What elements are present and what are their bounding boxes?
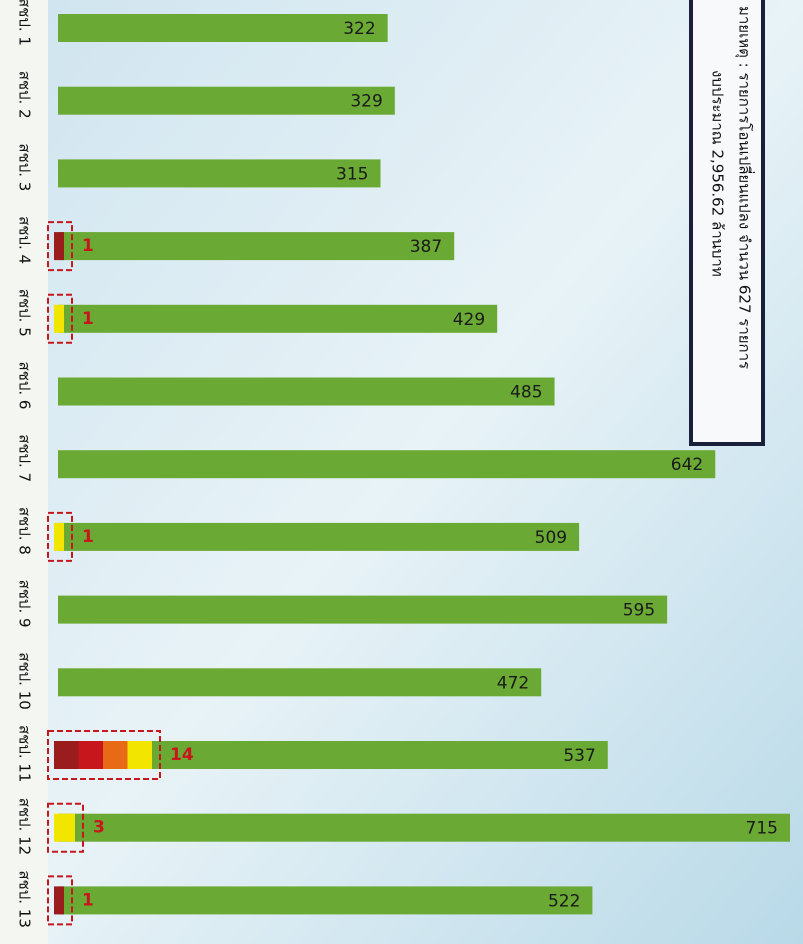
change-segment <box>79 741 104 769</box>
value-label: 429 <box>453 310 485 330</box>
value-label: 485 <box>510 383 542 403</box>
change-segment <box>54 305 64 333</box>
change-label: 3 <box>93 818 105 838</box>
change-label: 14 <box>170 745 194 765</box>
change-segment <box>103 741 128 769</box>
chart: มายเหตุ : รายการโอนเปลี่ยนแปลง จำนวน 627… <box>0 0 803 944</box>
category-label: สชป. 12 <box>16 798 34 855</box>
category-label: สชป. 2 <box>16 71 34 119</box>
change-label: 1 <box>82 890 94 910</box>
bar <box>58 232 454 260</box>
category-label: สชป. 1 <box>16 0 34 46</box>
bar <box>58 814 790 842</box>
category-label: สชป. 8 <box>15 507 33 555</box>
bar <box>58 14 388 42</box>
change-segment <box>54 232 64 260</box>
category-label: สชป. 6 <box>16 362 34 410</box>
value-label: 315 <box>336 164 368 184</box>
category-label: สชป. 13 <box>16 870 34 927</box>
value-label: 537 <box>563 746 595 766</box>
change-label: 1 <box>82 309 94 329</box>
bar <box>58 159 380 187</box>
page: {"chart_data": {"type": "bar", "note": [… <box>0 0 803 944</box>
bar <box>58 87 395 115</box>
change-segment <box>54 814 75 842</box>
value-label: 715 <box>746 819 778 839</box>
category-label: สชป. 10 <box>16 652 34 709</box>
value-label: 642 <box>671 455 703 475</box>
value-label: 509 <box>535 528 567 548</box>
bar <box>58 886 592 914</box>
value-label: 322 <box>343 19 375 39</box>
value-label: 387 <box>410 237 442 257</box>
category-label: สชป. 9 <box>16 580 34 628</box>
bar <box>58 378 555 406</box>
change-label: 1 <box>82 527 94 547</box>
category-label: สชป. 11 <box>16 725 34 782</box>
category-label: สชป. 3 <box>16 143 34 191</box>
note-line: มายเหตุ : รายการโอนเปลี่ยนแปลง จำนวน 627… <box>735 6 756 369</box>
value-label: 522 <box>548 891 580 911</box>
value-label: 595 <box>623 601 655 621</box>
category-label: สชป. 7 <box>16 434 34 482</box>
change-segment <box>54 886 64 914</box>
value-label: 472 <box>497 673 529 693</box>
bar <box>58 596 667 624</box>
bar <box>58 450 715 478</box>
change-label: 1 <box>82 236 94 256</box>
bar <box>58 523 579 551</box>
bar <box>58 305 497 333</box>
category-label: สชป. 4 <box>16 216 34 264</box>
change-segment <box>54 523 64 551</box>
value-label: 329 <box>350 92 382 112</box>
bar <box>58 668 541 696</box>
change-segment <box>128 741 153 769</box>
change-segment <box>54 741 79 769</box>
note-line: งบประมาณ 2,956.62 ล้านบาท <box>709 70 727 277</box>
category-label: สชป. 5 <box>16 289 34 337</box>
